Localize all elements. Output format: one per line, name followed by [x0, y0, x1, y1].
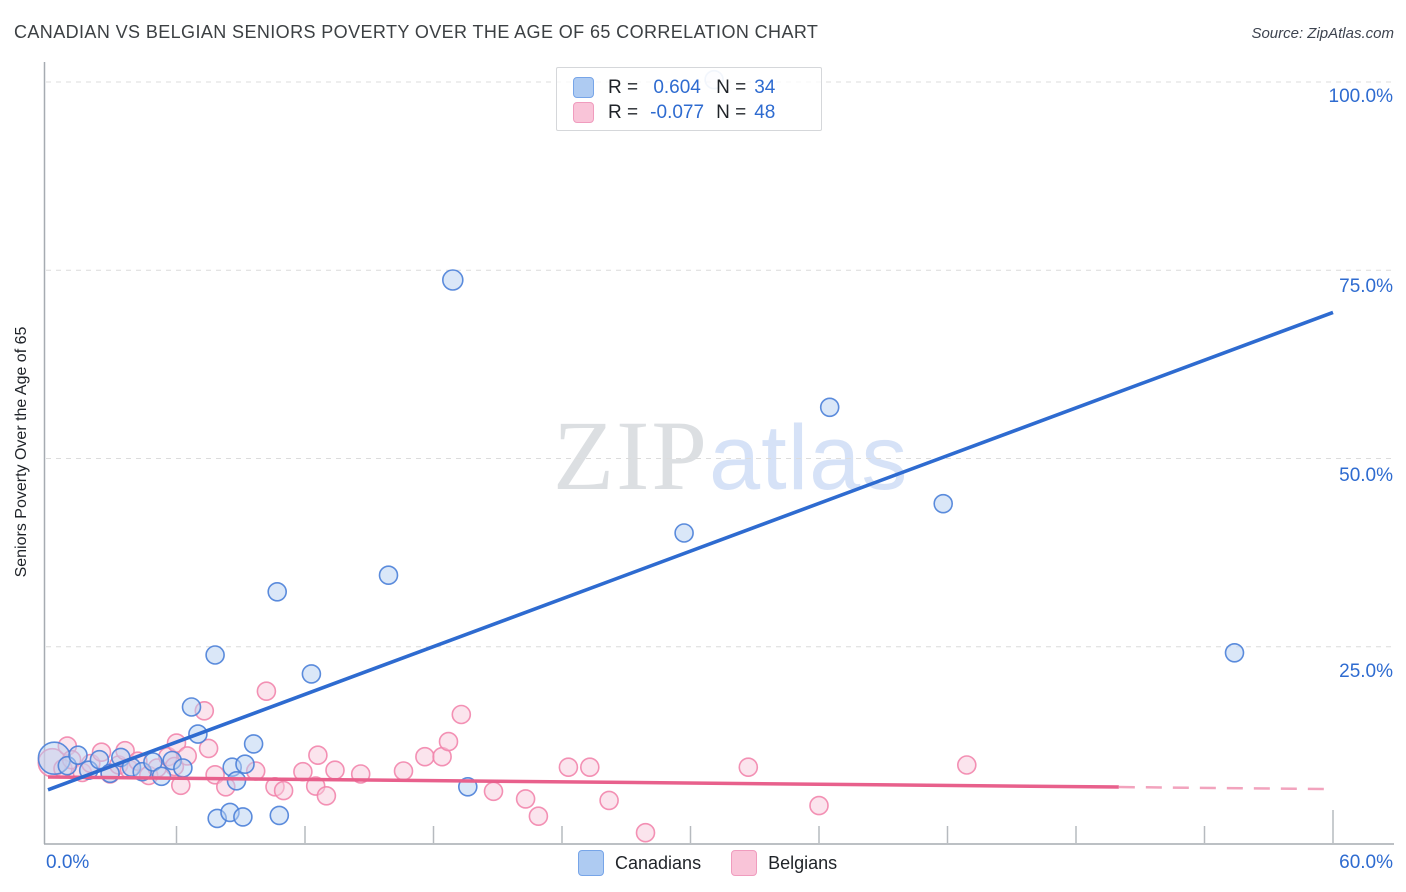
n-value-belgians: 48: [754, 101, 776, 123]
stats-row-canadians: R = 0.604 N = 34: [573, 75, 821, 100]
data-point-belgians: [528, 806, 549, 827]
r-value-canadians: 0.604: [653, 76, 701, 98]
data-point-belgians: [273, 780, 294, 801]
watermark-zip: ZIP: [553, 400, 709, 511]
data-point-belgians: [256, 681, 277, 702]
canadians-legend-swatch-icon: [578, 850, 604, 876]
chart-legend: Canadians Belgians: [578, 847, 837, 879]
data-point-canadians: [68, 745, 88, 766]
data-point-canadians: [933, 493, 954, 514]
data-point-canadians: [269, 805, 290, 826]
data-point-canadians: [226, 770, 247, 791]
belgians-swatch-icon: [573, 102, 594, 123]
data-point-belgians: [599, 790, 619, 811]
canadians-legend-label: Canadians: [615, 852, 702, 873]
data-point-canadians: [267, 581, 288, 602]
data-point-belgians: [809, 795, 829, 816]
data-point-canadians: [173, 758, 193, 778]
data-point-belgians: [393, 761, 414, 781]
n-value-canadians: 34: [754, 76, 776, 98]
data-point-canadians: [378, 565, 399, 586]
r-label: R =: [608, 101, 639, 123]
data-point-canadians: [89, 749, 110, 770]
data-point-belgians: [483, 781, 504, 802]
canadians-points: [37, 69, 1245, 829]
data-point-canadians: [301, 664, 322, 684]
x-tick-label-0: 0.0%: [46, 852, 90, 873]
data-point-belgians: [738, 757, 759, 778]
data-point-canadians: [235, 754, 255, 775]
data-point-belgians: [515, 789, 536, 809]
correlation-stats-box: R = 0.604 N = 34 R = -0.077 N = 48: [556, 67, 822, 131]
stats-row-belgians: R = -0.077 N = 48: [573, 100, 821, 125]
y-tick-label-50: 50.0%: [1339, 465, 1393, 486]
data-point-canadians: [819, 397, 840, 418]
n-label: N =: [716, 76, 747, 98]
data-point-canadians: [1224, 642, 1245, 663]
data-point-canadians: [205, 645, 225, 665]
data-point-belgians: [635, 822, 656, 843]
belgians-legend-label: Belgians: [768, 852, 838, 873]
data-point-canadians: [181, 697, 202, 717]
belgians-trendline-extension: [1118, 785, 1334, 791]
data-point-canadians: [243, 734, 264, 754]
belgians-legend-swatch-icon: [731, 850, 758, 876]
n-label: N =: [716, 101, 747, 123]
data-point-belgians: [956, 755, 977, 775]
data-point-belgians: [438, 731, 459, 752]
data-point-canadians: [143, 752, 163, 772]
data-point-belgians: [325, 760, 345, 781]
belgians-trendline: [47, 775, 1119, 789]
x-tick-label-60: 60.0%: [1339, 852, 1393, 873]
data-point-belgians: [198, 738, 219, 759]
data-point-belgians: [308, 745, 328, 766]
y-tick-label-25: 25.0%: [1339, 661, 1393, 682]
r-label: R =: [608, 76, 639, 98]
data-point-belgians: [415, 746, 435, 767]
y-tick-label-100: 100.0%: [1328, 86, 1393, 107]
data-point-belgians: [558, 757, 579, 778]
r-value-belgians: -0.077: [650, 101, 705, 123]
data-point-canadians: [441, 269, 464, 291]
source-attribution: Source: ZipAtlas.com: [1251, 25, 1394, 42]
data-point-belgians: [316, 785, 337, 806]
page-title: CANADIAN VS BELGIAN SENIORS POVERTY OVER…: [14, 22, 819, 42]
data-point-canadians: [674, 523, 694, 543]
data-point-belgians: [451, 704, 472, 725]
canadians-trendline: [47, 310, 1334, 792]
canadians-swatch-icon: [573, 77, 594, 98]
zipatlas-watermark: ZIPatlas: [553, 398, 908, 513]
y-tick-label-75: 75.0%: [1339, 276, 1393, 297]
data-point-belgians: [579, 757, 600, 778]
data-point-canadians: [233, 807, 253, 827]
